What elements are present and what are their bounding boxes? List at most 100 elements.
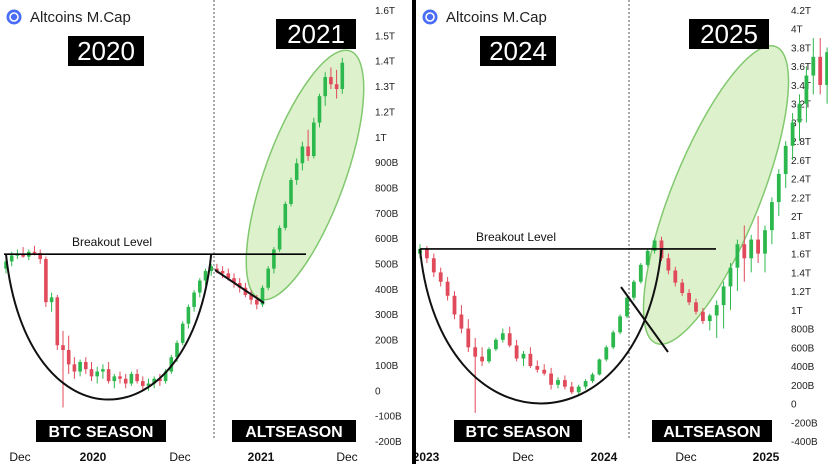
altseason-highlight-ellipse — [642, 44, 790, 346]
y-tick-label: 1.2T — [791, 287, 811, 298]
chart-panel-2020-2021: Altcoins M.Cap 1.6T 1.5T 1.4T 1.3T 1.2T 1T 900B… — [4, 0, 402, 464]
candle-down — [694, 302, 698, 312]
candle-down — [549, 373, 553, 385]
y-tick-label: 1.4T — [375, 57, 395, 68]
candle-up — [192, 292, 196, 307]
y-tick-label: 0 — [791, 400, 797, 411]
candle-down — [563, 380, 567, 387]
cup-curve — [419, 248, 663, 405]
y-tick-label: 2T — [791, 212, 803, 223]
candle-down — [535, 366, 540, 370]
period-label-box — [480, 36, 556, 66]
candle-down — [38, 253, 42, 260]
candle-up — [340, 62, 345, 90]
candle-down — [84, 361, 88, 370]
season-label: BTC SEASON — [466, 424, 571, 441]
candle-down — [89, 369, 94, 377]
candle-up — [638, 264, 643, 282]
x-tick-label: Dec — [675, 450, 696, 464]
period-label-box — [689, 19, 769, 49]
y-tick-label: 4T — [791, 25, 803, 36]
candle-down — [72, 364, 77, 372]
candle-up — [95, 371, 99, 377]
period-label: 2021 — [287, 19, 345, 49]
falling-wedge-line — [620, 286, 669, 353]
candle-up — [198, 280, 202, 293]
candle-down — [687, 292, 691, 303]
candle-down — [666, 258, 671, 271]
candle-up — [4, 261, 8, 269]
candle-up — [735, 244, 740, 268]
candle-up — [49, 297, 54, 303]
candle-up — [611, 332, 616, 348]
candle-up — [776, 173, 781, 203]
coin-logo-inner-icon — [425, 12, 435, 22]
y-tick-label: 100B — [375, 361, 399, 372]
candle-down — [431, 258, 436, 273]
candle-down — [528, 353, 533, 367]
candle-up — [825, 52, 828, 85]
y-tick-label: 1.6T — [375, 6, 395, 17]
chart-title: Altcoins M.Cap — [446, 9, 547, 26]
candle-up — [749, 239, 754, 259]
y-tick-label: 1.3T — [375, 82, 395, 93]
candle-down — [542, 369, 547, 374]
candle-up — [112, 376, 117, 382]
y-tick-label: 1.8T — [791, 231, 811, 242]
candle-down — [255, 299, 259, 305]
candle-down — [220, 270, 225, 274]
y-tick-label: 900B — [375, 158, 399, 169]
season-label: ALTSEASON — [245, 424, 342, 441]
candle-down — [742, 244, 747, 259]
candle-up — [604, 347, 609, 360]
candle-up — [169, 357, 174, 372]
candle-up — [652, 240, 657, 251]
candle-up — [728, 267, 733, 287]
y-tick-label: -100B — [375, 412, 402, 423]
candle-up — [618, 316, 622, 333]
chart-title: Altcoins M.Cap — [30, 9, 131, 26]
y-tick-label: 500B — [375, 260, 399, 271]
candle-up — [78, 361, 82, 372]
candle-up — [260, 287, 265, 305]
season-label: BTC SEASON — [49, 424, 154, 441]
candle-down — [473, 347, 478, 357]
y-tick-label: 200B — [375, 336, 399, 347]
candle-up — [770, 202, 774, 231]
period-label-box — [276, 19, 356, 49]
candle-up — [714, 305, 719, 316]
candle-up — [597, 359, 602, 375]
y-tick-label: 200B — [791, 381, 815, 392]
x-tick-label: Dec — [512, 450, 533, 464]
candle-up — [500, 333, 505, 340]
season-label-box — [652, 420, 772, 442]
x-tick-label: 2021 — [248, 450, 275, 464]
y-tick-label: 2.8T — [791, 137, 811, 148]
candle-up — [163, 371, 168, 382]
candle-up — [175, 342, 179, 358]
y-tick-label: -200B — [375, 437, 402, 448]
y-tick-label: 2.6T — [791, 156, 811, 167]
candle-down — [756, 239, 760, 254]
candle-down — [334, 84, 339, 90]
coin-logo-inner-icon — [9, 12, 19, 22]
candle-down — [61, 345, 65, 351]
season-label: ALTSEASON — [663, 424, 760, 441]
candle-down — [215, 268, 219, 271]
candle-down — [232, 278, 236, 283]
y-tick-label: 1.4T — [791, 268, 811, 279]
candle-up — [146, 383, 151, 386]
candle-down — [425, 248, 429, 259]
y-tick-label: 400B — [791, 362, 815, 373]
candle-down — [673, 270, 678, 283]
candle-up — [283, 203, 288, 228]
y-tick-label: -400B — [791, 437, 818, 448]
candle-up — [721, 286, 726, 306]
period-label: 2024 — [489, 36, 547, 66]
candle-down — [507, 333, 512, 346]
season-label-box — [454, 420, 582, 442]
candle-up — [272, 249, 276, 269]
candle-up — [521, 353, 526, 359]
y-tick-label: 3T — [791, 118, 803, 129]
candle-down — [123, 378, 128, 384]
